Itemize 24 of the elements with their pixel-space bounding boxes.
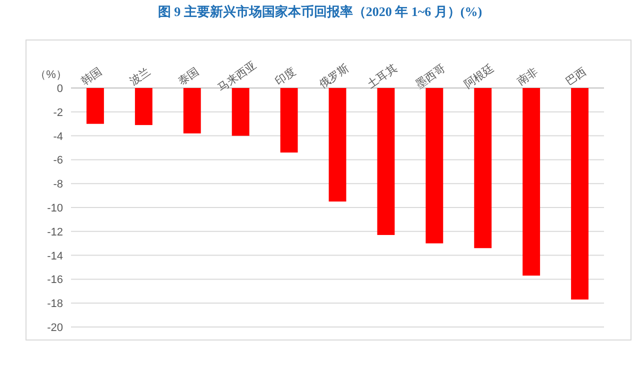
y-tick-label: -12 <box>47 226 63 238</box>
x-tick-label: 巴西 <box>564 66 589 88</box>
y-tick-label: -8 <box>53 178 63 191</box>
x-tick-label: 墨西哥 <box>414 62 448 92</box>
x-tick-label: 土耳其 <box>364 62 400 92</box>
y-tick-label: -10 <box>47 202 63 214</box>
x-tick-label: 南非 <box>514 64 540 88</box>
x-tick-label: 波兰 <box>127 64 153 88</box>
y-tick-label: -14 <box>47 250 63 262</box>
y-tick-label: -4 <box>53 130 63 143</box>
y-tick-label: 0 <box>56 83 63 95</box>
y-tick-label: -2 <box>53 106 63 119</box>
x-tick-label: 泰国 <box>176 66 202 88</box>
x-tick-label: 韩国 <box>78 64 104 88</box>
y-tick-label: -20 <box>47 322 63 334</box>
y-tick-label: -6 <box>53 154 63 167</box>
x-tick-label: 马来西亚 <box>215 58 259 94</box>
y-tick-label: -18 <box>47 298 63 310</box>
y-tick-label: -16 <box>47 274 63 286</box>
chart-title: 图 9 主要新兴市场国家本币回报率（2020 年 1~6 月）(%) <box>158 4 482 19</box>
x-tick-label: 阿根廷 <box>462 62 496 92</box>
x-tick-label: 俄罗斯 <box>316 62 352 92</box>
x-tick-label: 印度 <box>272 64 298 88</box>
y-axis-title: （%） <box>35 69 67 81</box>
